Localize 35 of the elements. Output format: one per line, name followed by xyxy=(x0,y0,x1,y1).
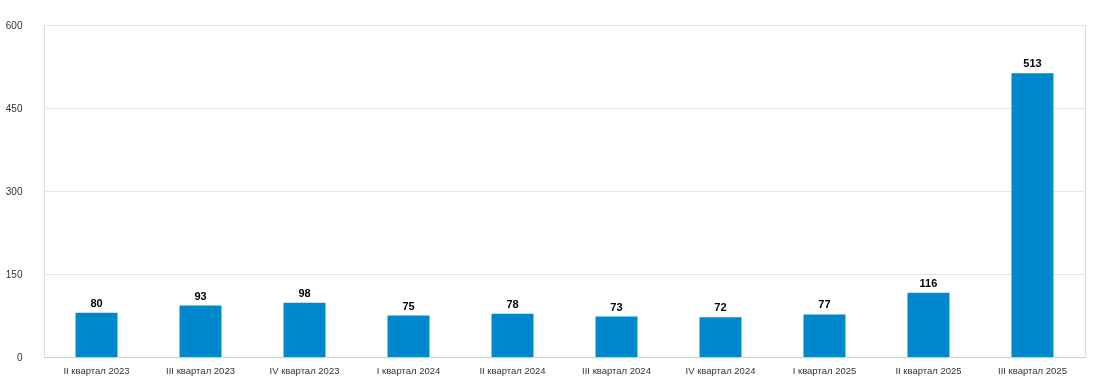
bar xyxy=(283,302,326,357)
data-label: 72 xyxy=(714,301,727,314)
data-label: 77 xyxy=(818,298,831,311)
bar xyxy=(179,305,222,357)
bar xyxy=(595,316,638,357)
x-tick-label: III квартал 2024 xyxy=(582,364,651,376)
x-tick-label: IV квартал 2023 xyxy=(269,364,340,376)
data-label: 73 xyxy=(610,300,623,313)
data-label: 513 xyxy=(1023,57,1042,70)
bar xyxy=(699,317,742,357)
x-tick-label: II квартал 2025 xyxy=(895,364,962,376)
bar xyxy=(491,313,534,357)
y-tick-label: 600 xyxy=(5,19,23,31)
y-tick-label: 0 xyxy=(16,351,23,363)
x-tick-label: I квартал 2024 xyxy=(376,364,441,376)
bar xyxy=(75,312,118,357)
x-tick-label: IV квартал 2024 xyxy=(685,364,756,376)
data-label: 98 xyxy=(298,286,311,299)
x-tick-label: III квартал 2023 xyxy=(166,364,235,376)
y-tick-label: 450 xyxy=(5,102,23,114)
x-tick-label: II квартал 2024 xyxy=(479,364,546,376)
data-label: 116 xyxy=(919,276,938,289)
bar xyxy=(1011,73,1054,357)
data-label: 75 xyxy=(402,299,415,312)
data-label: 93 xyxy=(194,289,207,302)
x-tick-label: I квартал 2025 xyxy=(792,364,857,376)
x-tick-label: II квартал 2023 xyxy=(63,364,130,376)
data-label: 78 xyxy=(506,297,519,310)
x-tick-label: III квартал 2025 xyxy=(998,364,1067,376)
y-tick-label: 300 xyxy=(5,185,23,197)
y-tick-label: 150 xyxy=(5,268,23,280)
data-label: 80 xyxy=(90,296,103,309)
bar xyxy=(907,292,950,357)
bar xyxy=(387,315,430,357)
bar xyxy=(803,314,846,357)
